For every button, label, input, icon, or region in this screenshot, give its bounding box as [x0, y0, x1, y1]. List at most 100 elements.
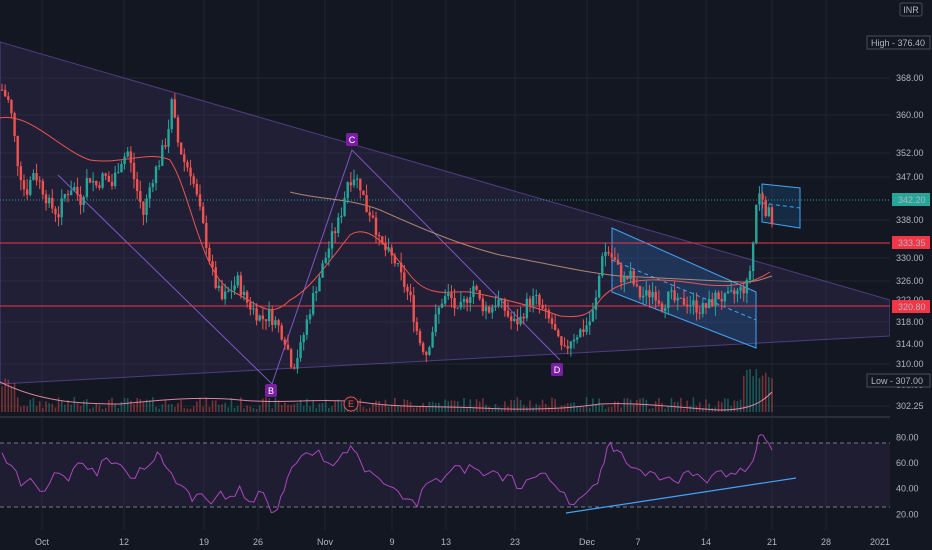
svg-text:342.20: 342.20 [898, 195, 926, 205]
price-tick-label: 302.25 [896, 401, 924, 411]
price-tick-label: 318.00 [896, 317, 924, 327]
price-axis[interactable] [890, 0, 932, 530]
volume-bar [724, 398, 726, 412]
volume-bar [70, 404, 72, 412]
volume-bar [727, 398, 729, 412]
candle [497, 290, 500, 309]
candle [742, 283, 745, 302]
volume-bar [139, 399, 142, 412]
volume-bar [582, 406, 585, 412]
event-marker-e[interactable]: E [343, 396, 359, 412]
candle [311, 285, 315, 317]
volume-bar [519, 399, 522, 412]
svg-text:D: D [554, 365, 561, 375]
candle [0, 83, 4, 92]
candle [443, 289, 447, 306]
abcd-pattern-lines[interactable] [57, 149, 561, 385]
volume-bar [177, 402, 179, 412]
volume-bar [186, 408, 189, 412]
candle [249, 297, 252, 316]
candle [123, 152, 126, 170]
volume-bar [554, 399, 556, 412]
volume-bar [202, 406, 204, 412]
candle [142, 201, 145, 226]
candle [85, 169, 89, 200]
candle [500, 298, 503, 309]
volume-bar [48, 403, 50, 412]
candle [195, 178, 199, 197]
candle [676, 293, 679, 311]
volume-bar [321, 403, 324, 412]
volume-bar [680, 397, 682, 412]
candle [572, 333, 576, 349]
candle [38, 176, 41, 189]
pattern-label-b[interactable]: B [265, 384, 277, 397]
pattern-label-c[interactable]: C [346, 133, 358, 146]
candle [670, 286, 673, 300]
volume-bar [563, 405, 566, 412]
candle [261, 308, 265, 330]
volume-bar [98, 405, 101, 412]
volume-bar [170, 403, 173, 412]
volume-bar [29, 399, 32, 412]
candle [346, 181, 349, 204]
volume-bar [16, 397, 19, 412]
candle [557, 328, 560, 338]
candle [569, 340, 573, 357]
candle [453, 288, 456, 316]
candle [264, 319, 268, 330]
price-candles[interactable] [0, 83, 774, 374]
candle [594, 289, 598, 320]
candle [591, 302, 595, 323]
candle [321, 259, 324, 278]
volume-bar [67, 400, 69, 412]
candle [528, 295, 532, 312]
projection-channel[interactable] [761, 183, 801, 229]
volume-bar [368, 407, 371, 412]
volume-bar [478, 401, 481, 412]
time-axis[interactable] [0, 530, 932, 550]
candle [299, 335, 302, 362]
candle [205, 215, 208, 255]
candle [629, 262, 632, 284]
volume-bar [736, 401, 739, 412]
candle [318, 274, 321, 292]
candle [745, 277, 749, 304]
volume-bar [746, 369, 748, 412]
candle [308, 309, 312, 324]
currency-badge[interactable]: INR [899, 2, 923, 17]
candle [151, 179, 155, 193]
moving-average-long [289, 191, 773, 283]
volume-bar [38, 401, 41, 412]
volume-bar [494, 404, 497, 412]
candle [117, 162, 120, 174]
volume-bar [692, 397, 695, 412]
volume-bar [136, 398, 138, 412]
candle [761, 191, 764, 209]
volume-bar [208, 407, 211, 412]
volume-bar [758, 378, 761, 412]
candle [440, 298, 444, 309]
candle [230, 280, 233, 299]
volume-bar [318, 403, 321, 412]
volume-bar [488, 406, 490, 412]
volume-bar [104, 407, 107, 412]
volume-bar [265, 397, 267, 412]
rsi-trendline[interactable] [565, 477, 797, 514]
volume-bar [205, 397, 208, 412]
candle [739, 286, 742, 299]
volume-bar [277, 400, 280, 412]
volume-bar [387, 406, 390, 412]
candle [66, 189, 70, 203]
pattern-label-d[interactable]: D [551, 363, 563, 376]
volume-bar [214, 400, 217, 412]
price-tick-label: 310.00 [896, 359, 924, 369]
volume-bar [362, 406, 365, 412]
volume-bar [262, 398, 264, 412]
volume-bar [529, 400, 531, 412]
regression-channel[interactable] [611, 227, 757, 349]
volume-bar [324, 399, 327, 412]
candle [437, 306, 441, 324]
volume-bar [739, 399, 742, 412]
